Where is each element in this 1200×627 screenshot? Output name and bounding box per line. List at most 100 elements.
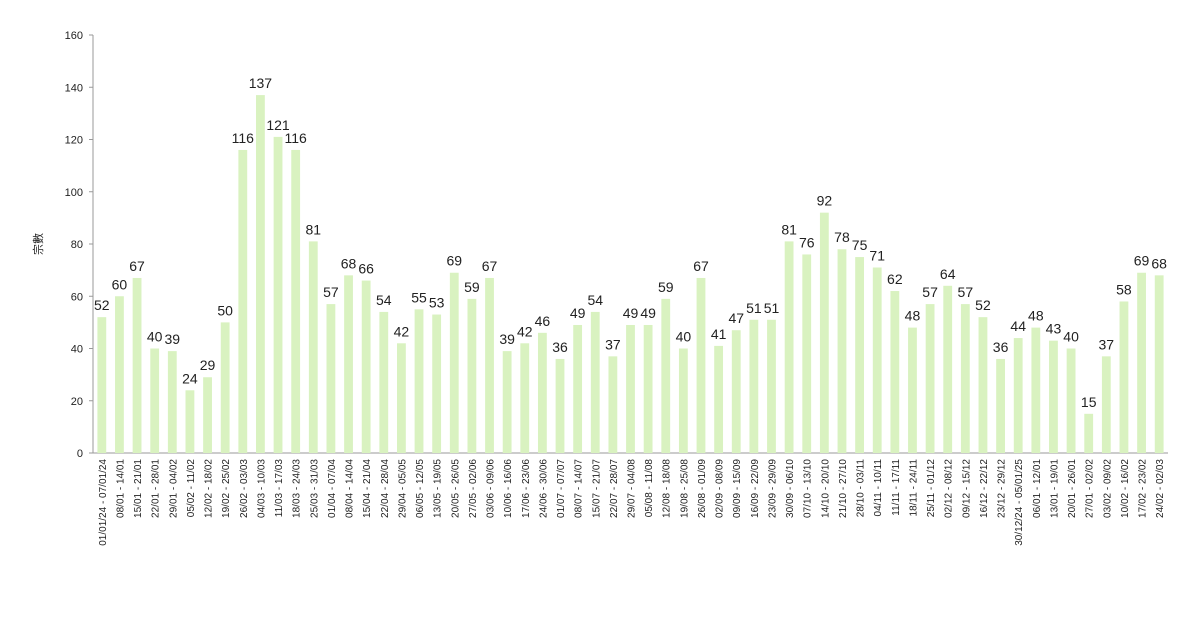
x-tick-label: 26/02 - 03/03 xyxy=(239,459,250,518)
data-label: 53 xyxy=(429,295,445,311)
data-label: 62 xyxy=(887,271,903,287)
bar xyxy=(326,304,336,453)
data-label: 68 xyxy=(1151,255,1167,271)
x-tick-label: 30/12/24 - 05/01/25 xyxy=(1014,459,1025,546)
data-label: 64 xyxy=(940,266,956,282)
data-label: 58 xyxy=(1116,281,1132,297)
bar xyxy=(132,277,142,453)
bar xyxy=(291,149,301,453)
data-label: 52 xyxy=(94,297,110,313)
y-tick-label: 100 xyxy=(65,187,83,199)
y-tick-label: 20 xyxy=(71,396,83,408)
x-tick-label: 13/05 - 19/05 xyxy=(433,459,444,518)
data-label: 67 xyxy=(482,258,498,274)
bar xyxy=(1154,275,1164,453)
data-label: 29 xyxy=(200,357,216,373)
data-label: 37 xyxy=(605,336,621,352)
x-tick-label: 04/11 - 10/11 xyxy=(873,459,884,517)
x-tick-label: 10/06 - 16/06 xyxy=(503,459,514,518)
bar xyxy=(220,322,230,453)
bar xyxy=(97,317,107,453)
x-tick-label: 29/07 - 04/08 xyxy=(627,459,638,518)
x-tick-label: 20/01 - 26/01 xyxy=(1067,459,1078,518)
data-label: 44 xyxy=(1010,318,1026,334)
bar xyxy=(784,241,794,453)
bar xyxy=(150,348,160,453)
bar xyxy=(1049,340,1058,453)
bar xyxy=(502,351,512,453)
bar xyxy=(449,272,459,453)
bar xyxy=(978,317,988,453)
data-label: 42 xyxy=(517,323,533,339)
data-label: 51 xyxy=(746,300,762,316)
data-label: 81 xyxy=(781,221,797,237)
x-tick-label: 13/01 - 19/01 xyxy=(1049,459,1060,518)
x-tick-label: 15/04 - 21/04 xyxy=(362,459,373,518)
x-tick-label: 01/04 - 07/04 xyxy=(327,459,338,518)
x-tick-label: 11/11 - 17/11 xyxy=(891,459,902,516)
bar xyxy=(344,275,353,453)
data-label: 15 xyxy=(1081,394,1097,410)
data-label: 40 xyxy=(676,329,692,345)
x-tick-label: 01/07 - 07/07 xyxy=(556,459,567,518)
data-label: 51 xyxy=(764,300,780,316)
bar xyxy=(960,304,970,453)
data-label: 46 xyxy=(535,313,551,329)
data-label: 49 xyxy=(570,305,586,321)
x-tick-label: 02/09 - 08/09 xyxy=(715,459,726,518)
bar xyxy=(379,311,389,453)
x-tick-label: 10/02 - 16/02 xyxy=(1120,459,1131,518)
data-label: 116 xyxy=(284,130,307,146)
data-label: 52 xyxy=(975,297,991,313)
y-tick-label: 60 xyxy=(71,291,83,303)
data-label: 67 xyxy=(693,258,709,274)
x-tick-label: 18/11 - 24/11 xyxy=(908,459,919,517)
bar xyxy=(714,345,724,453)
x-tick-label: 22/04 - 28/04 xyxy=(380,459,391,518)
x-tick-label: 03/02 - 09/02 xyxy=(1102,459,1113,518)
bar xyxy=(115,296,124,453)
bar xyxy=(203,377,212,453)
data-label: 48 xyxy=(1028,308,1044,324)
bar xyxy=(361,280,371,453)
y-tick-label: 140 xyxy=(65,82,83,94)
x-tick-label: 18/03 - 24/03 xyxy=(292,459,303,518)
x-tick-label: 23/09 - 29/09 xyxy=(767,459,778,518)
bar xyxy=(520,343,530,453)
data-label: 36 xyxy=(552,339,568,355)
bar xyxy=(943,285,953,453)
bar xyxy=(590,311,600,453)
x-tick-label: 08/07 - 14/07 xyxy=(574,459,585,518)
bar xyxy=(608,356,618,453)
data-label: 57 xyxy=(958,284,974,300)
x-tick-label: 29/01 - 04/02 xyxy=(168,459,179,518)
bar xyxy=(802,254,812,453)
bar xyxy=(908,327,917,453)
x-tick-label: 16/12 - 22/12 xyxy=(979,459,990,518)
x-tick-label: 24/02 - 02/03 xyxy=(1155,459,1166,518)
x-tick-label: 25/03 - 31/03 xyxy=(309,459,320,518)
bar xyxy=(837,249,847,453)
data-label: 57 xyxy=(922,284,938,300)
bar xyxy=(573,324,583,453)
x-tick-label: 08/01 - 14/01 xyxy=(115,459,126,518)
bar xyxy=(396,343,406,453)
y-tick-label: 40 xyxy=(71,344,83,356)
data-label: 39 xyxy=(499,331,515,347)
bar xyxy=(537,332,547,453)
data-label: 59 xyxy=(658,279,674,295)
y-tick-label: 80 xyxy=(71,239,83,251)
x-tick-label: 08/04 - 14/04 xyxy=(345,459,356,518)
x-tick-label: 11/03 - 17/03 xyxy=(274,459,285,518)
x-tick-label: 22/07 - 28/07 xyxy=(609,459,620,518)
data-label: 40 xyxy=(147,329,163,345)
data-label: 39 xyxy=(165,331,181,347)
y-axis-label: 宗數 xyxy=(31,233,45,255)
x-tick-label: 09/09 - 15/09 xyxy=(732,459,743,518)
bar xyxy=(414,309,424,453)
data-label: 67 xyxy=(129,258,145,274)
x-tick-label: 22/01 - 28/01 xyxy=(151,459,162,518)
data-label: 24 xyxy=(182,370,198,386)
x-tick-label: 12/08 - 18/08 xyxy=(662,459,673,518)
